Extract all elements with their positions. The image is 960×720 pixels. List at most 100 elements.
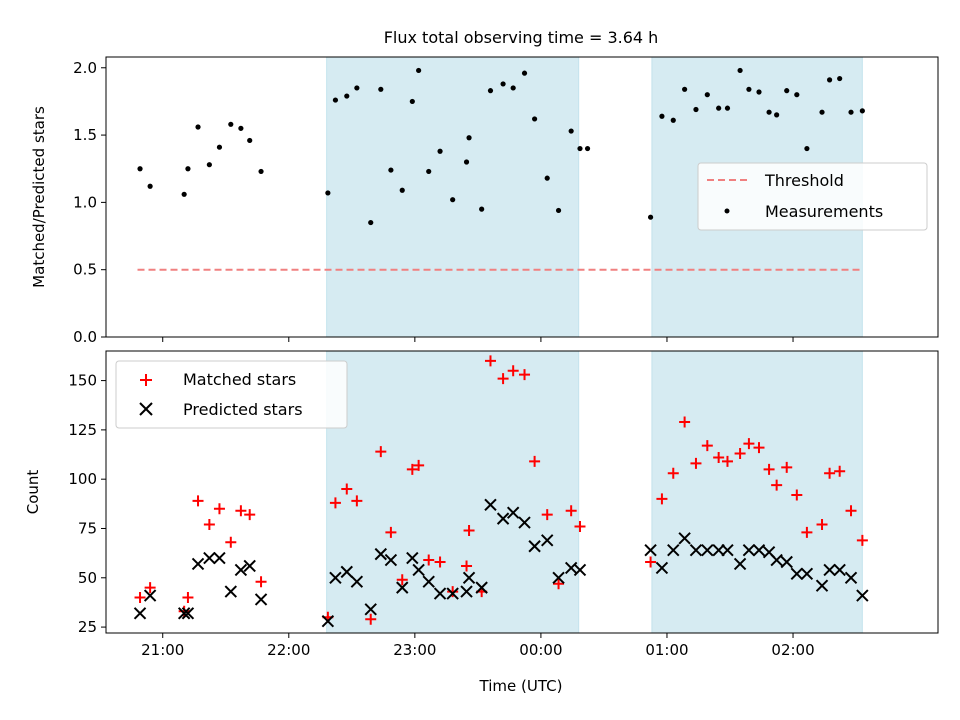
count-x-point-49 <box>780 555 793 569</box>
count-x-point-24 <box>460 585 473 598</box>
count-x-point-48 <box>770 553 783 567</box>
count-x-point-1 <box>143 589 157 602</box>
count-plus-point-44 <box>734 448 746 460</box>
ratio-dot-point-44 <box>724 105 731 111</box>
xtick-label-4: 01:00 <box>645 641 688 659</box>
ratio-dot-point-33 <box>555 207 562 214</box>
xtick-label-2: 23:00 <box>393 641 436 659</box>
count-plus-point-33 <box>553 578 565 590</box>
count-plus-point-46 <box>753 442 765 454</box>
xtick-label-1: 22:00 <box>267 641 310 659</box>
count-x-point-5 <box>203 551 216 565</box>
count-plus-point-48 <box>771 479 783 491</box>
count-plus-point-0 <box>134 592 146 604</box>
count-x-point-11 <box>321 614 335 628</box>
ratio-legend: Threshold Measurements <box>697 162 928 231</box>
ratio-dot-point-1 <box>147 183 153 189</box>
count-plus-point-47 <box>763 463 775 475</box>
ratio-dot-point-41 <box>693 106 699 113</box>
count-x-point-9 <box>243 559 256 573</box>
ratio-dot-point-46 <box>746 86 752 92</box>
count-plus-point-23 <box>447 586 459 598</box>
count-plus-point-7 <box>225 536 237 548</box>
count-x-point-45 <box>742 543 756 557</box>
count-x-point-3 <box>181 607 195 620</box>
count-x-point-6 <box>213 551 226 565</box>
count-plus-point-9 <box>244 509 256 521</box>
ratio-dot-point-26 <box>479 206 485 212</box>
ratio-dot-point-19 <box>409 98 415 105</box>
count-x-point-25 <box>462 571 476 584</box>
count-x-point-56 <box>856 589 869 602</box>
ratio-dot-point-51 <box>794 92 800 98</box>
ratio-dot-point-37 <box>647 214 654 220</box>
count-plus-point-54 <box>834 465 846 477</box>
ratio-ytick-label-4: 2.0 <box>73 59 97 77</box>
legend-predicted-label: Predicted stars <box>183 400 303 419</box>
count-x-point-39 <box>678 532 691 545</box>
legend-threshold-label: Threshold <box>764 171 844 190</box>
count-x-point-46 <box>752 543 766 557</box>
count-plus-point-10 <box>255 576 267 588</box>
count-ytick-label-2: 75 <box>78 519 97 537</box>
count-plus-point-39 <box>679 416 691 428</box>
count-plus-point-37 <box>656 493 668 505</box>
count-ylabel: Count <box>24 470 42 515</box>
ratio-dot-point-9 <box>247 137 253 144</box>
count-plus-point-38 <box>667 467 679 479</box>
legend-measurements-label: Measurements <box>765 202 883 221</box>
ratio-dot-point-14 <box>354 85 360 91</box>
count-plus-point-49 <box>781 461 793 473</box>
ratio-dot-point-12 <box>332 97 339 103</box>
ratio-dot-point-49 <box>774 112 780 118</box>
ratio-dot-point-8 <box>238 125 244 131</box>
ratio-dot-point-11 <box>325 190 331 196</box>
ratio-dot-point-2 <box>181 191 187 197</box>
ratio-dot-point-34 <box>568 128 574 134</box>
ratio-axes-frame <box>105 56 939 338</box>
ratio-dot-point-38 <box>659 113 665 119</box>
count-x-point-36 <box>644 543 657 557</box>
count-plus-point-18 <box>396 574 408 586</box>
count-x-point-31 <box>528 540 541 553</box>
count-x-point-52 <box>815 579 829 592</box>
count-x-point-55 <box>844 571 858 584</box>
count-plus-point-50 <box>791 489 803 501</box>
count-x-point-17 <box>384 553 398 567</box>
chart-title: Flux total observing time = 3.64 h <box>384 28 659 47</box>
count-x-point-21 <box>422 575 435 588</box>
ratio-dot-point-50 <box>784 88 790 94</box>
count-x-point-37 <box>655 561 669 575</box>
count-plus-point-20 <box>413 459 425 471</box>
count-x-point-8 <box>234 563 248 577</box>
count-shaded-window-1 <box>651 350 863 634</box>
ratio-dot-point-40 <box>682 86 688 92</box>
count-plus-point-42 <box>713 451 725 463</box>
count-plus-point-35 <box>574 521 586 533</box>
count-legend: Matched stars Predicted stars <box>115 360 348 429</box>
ratio-dot-point-4 <box>195 124 201 130</box>
count-x-point-10 <box>254 593 268 606</box>
count-x-point-27 <box>484 498 497 512</box>
ratio-dot-point-16 <box>378 86 384 92</box>
count-ytick-label-4: 125 <box>68 421 97 439</box>
ratio-ylabel: Matched/Predicted stars <box>30 106 48 288</box>
count-plus-point-3 <box>182 592 194 604</box>
count-x-point-23 <box>446 587 459 600</box>
count-x-point-40 <box>689 543 703 557</box>
count-x-point-38 <box>667 543 680 557</box>
ratio-dot-point-7 <box>228 121 234 127</box>
count-plus-point-27 <box>484 355 496 367</box>
ratio-ytick-label-0: 0.0 <box>73 328 97 346</box>
ratio-dot-point-39 <box>670 117 676 123</box>
count-plus-point-15 <box>365 613 377 625</box>
legend-matched-swatch <box>140 374 152 386</box>
ratio-dot-point-47 <box>756 89 762 95</box>
count-plus-point-55 <box>845 505 857 517</box>
ratio-ytick-label-2: 1.0 <box>73 193 97 211</box>
count-x-point-41 <box>701 543 714 557</box>
legend-measurements-swatch <box>724 208 730 214</box>
count-x-point-50 <box>790 567 804 581</box>
ratio-dot-point-0 <box>137 166 143 172</box>
count-ytick-label-5: 150 <box>68 372 97 390</box>
